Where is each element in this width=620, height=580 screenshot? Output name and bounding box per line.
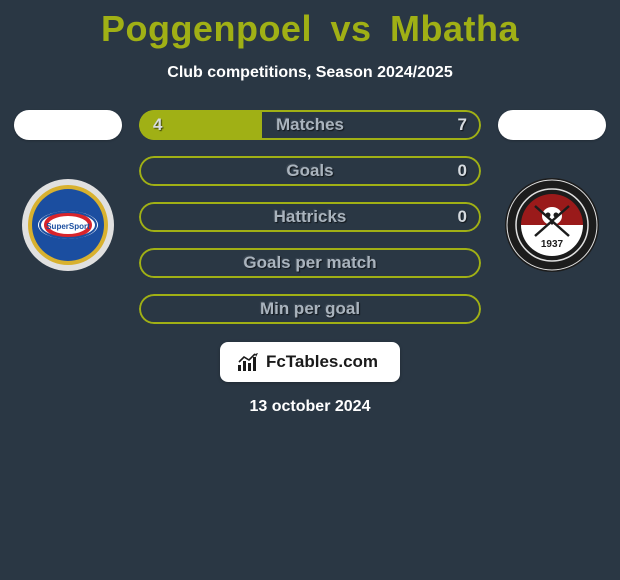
- left-column: SuperSport: [13, 110, 123, 272]
- brand-badge: FcTables.com: [220, 342, 400, 382]
- stat-label: Matches: [139, 110, 481, 140]
- stat-value-left: 4: [153, 110, 162, 140]
- main-row: SuperSport Matches47Goals0Hattricks0Goal…: [0, 110, 620, 324]
- page-title: Poggenpoel vs Mbatha: [101, 8, 519, 50]
- stat-value-right: 0: [458, 202, 467, 232]
- stat-bar-hattricks: Hattricks0: [139, 202, 481, 232]
- vs-text: vs: [330, 8, 371, 49]
- stat-label: Goals per match: [139, 248, 481, 278]
- stats-column: Matches47Goals0Hattricks0Goals per match…: [139, 110, 481, 324]
- left-team-badge: SuperSport: [21, 178, 115, 272]
- pirates-badge-icon: 1937: [505, 178, 599, 272]
- stat-label: Hattricks: [139, 202, 481, 232]
- stat-bar-goals-per-match: Goals per match: [139, 248, 481, 278]
- left-pill: [14, 110, 122, 140]
- svg-text:1937: 1937: [541, 239, 564, 250]
- stat-label: Goals: [139, 156, 481, 186]
- right-pill: [498, 110, 606, 140]
- stat-bar-matches: Matches4 7: [139, 110, 481, 140]
- stat-bar-goals: Goals0: [139, 156, 481, 186]
- stat-value-right: 0: [458, 156, 467, 186]
- player-a-name: Poggenpoel: [101, 8, 312, 49]
- supersport-badge-icon: SuperSport: [21, 178, 115, 272]
- stat-bar-min-per-goal: Min per goal: [139, 294, 481, 324]
- stat-value-right: 7: [458, 110, 467, 140]
- date: 13 october 2024: [250, 398, 371, 416]
- svg-text:SuperSport: SuperSport: [46, 222, 90, 231]
- chart-icon: [238, 353, 260, 371]
- right-team-badge: 1937: [505, 178, 599, 272]
- right-column: 1937: [497, 110, 607, 272]
- player-b-name: Mbatha: [390, 8, 519, 49]
- stat-label: Min per goal: [139, 294, 481, 324]
- subtitle: Club competitions, Season 2024/2025: [167, 64, 452, 82]
- brand-text: FcTables.com: [266, 352, 378, 372]
